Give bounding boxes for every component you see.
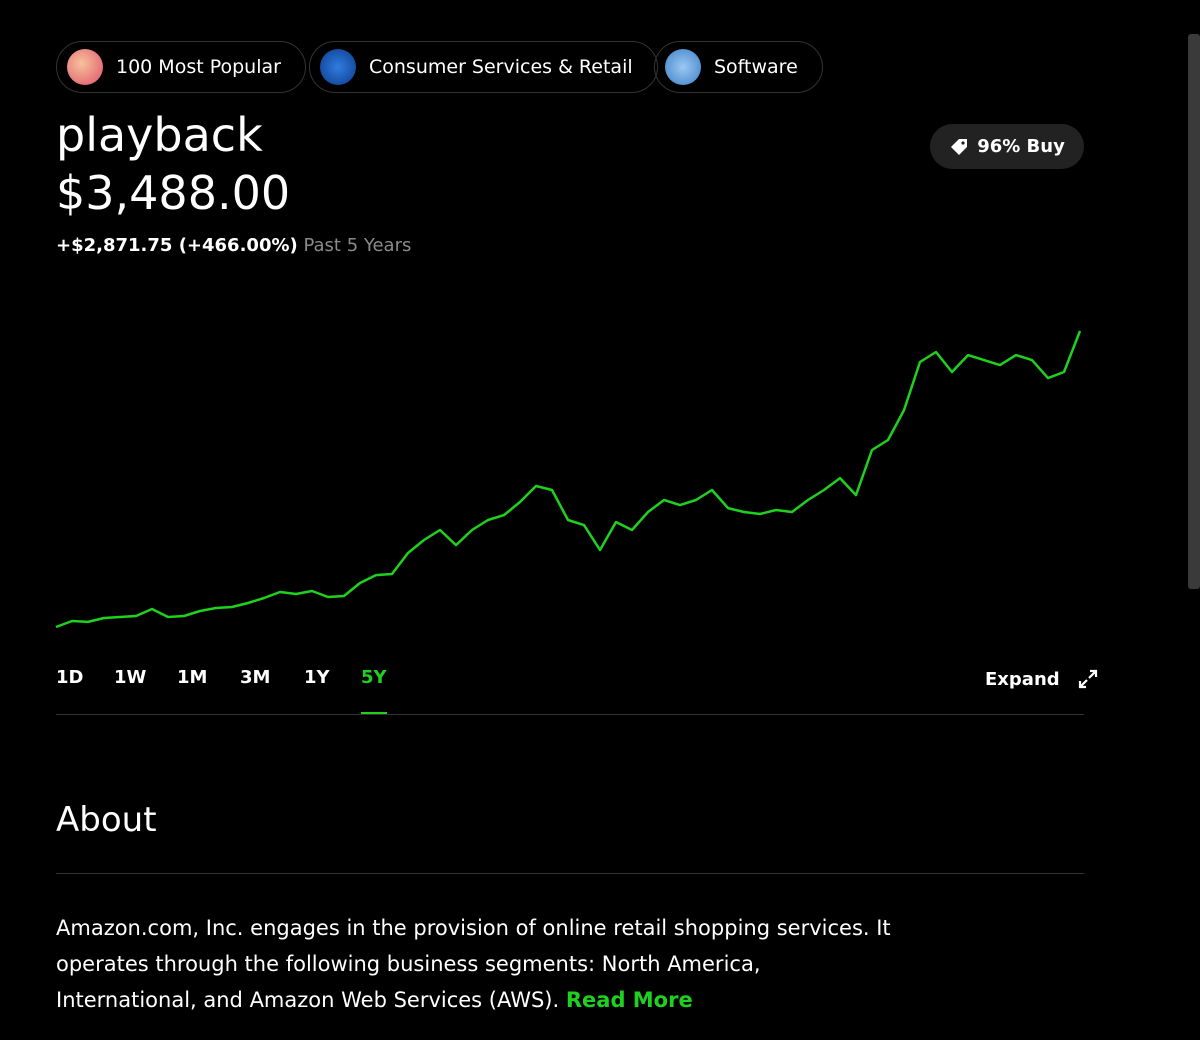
tag-label: Software bbox=[714, 56, 798, 78]
range-button[interactable]: 5Y bbox=[361, 667, 387, 715]
price-line bbox=[55, 330, 1082, 629]
about-text: Amazon.com, Inc. engages in the provisio… bbox=[56, 910, 906, 1018]
tag-chip[interactable]: Consumer Services & Retail bbox=[309, 41, 658, 93]
divider bbox=[56, 873, 1084, 874]
price-change: +$2,871.75 (+466.00%) bbox=[56, 235, 298, 256]
range-button[interactable]: 1W bbox=[114, 667, 147, 688]
tag-chip[interactable]: 100 Most Popular bbox=[56, 41, 306, 93]
range-button[interactable]: 1M bbox=[177, 667, 208, 688]
about-title: About bbox=[56, 800, 157, 840]
price-chart bbox=[55, 330, 1082, 629]
rating-label: 96% Buy bbox=[977, 136, 1065, 157]
read-more-link[interactable]: Read More bbox=[565, 988, 693, 1012]
tag-label: 100 Most Popular bbox=[116, 56, 281, 78]
tag-icon bbox=[951, 138, 968, 155]
tag-label: Consumer Services & Retail bbox=[369, 56, 633, 78]
range-button[interactable]: 3M bbox=[240, 667, 271, 688]
rating-badge: 96% Buy bbox=[930, 124, 1084, 169]
stock-price: $3,488.00 bbox=[56, 166, 291, 220]
tag-chip[interactable]: Software bbox=[654, 41, 823, 93]
expand-button[interactable]: Expand bbox=[985, 667, 1100, 691]
stock-name: playback bbox=[56, 108, 263, 162]
expand-label: Expand bbox=[985, 668, 1060, 690]
divider bbox=[56, 714, 1084, 715]
expand-icon bbox=[1078, 669, 1097, 689]
tag-icon bbox=[67, 49, 103, 85]
range-button[interactable]: 1D bbox=[56, 667, 84, 688]
active-underline bbox=[361, 712, 387, 715]
price-change-row: +$2,871.75 (+466.00%) Past 5 Years bbox=[56, 235, 411, 256]
range-button[interactable]: 1Y bbox=[304, 667, 330, 688]
period-label: Past 5 Years bbox=[303, 235, 412, 256]
description: Amazon.com, Inc. engages in the provisio… bbox=[56, 916, 891, 1012]
tag-icon bbox=[320, 49, 356, 85]
scrollbar bbox=[1188, 34, 1200, 589]
tag-icon bbox=[665, 49, 701, 85]
